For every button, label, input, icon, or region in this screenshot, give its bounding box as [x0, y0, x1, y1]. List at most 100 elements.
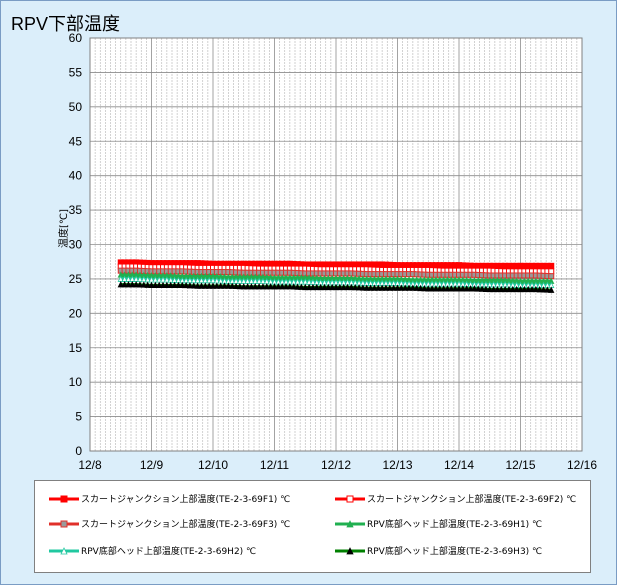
data-point — [432, 285, 440, 292]
data-point — [167, 281, 174, 289]
data-point — [359, 284, 367, 291]
data-point — [532, 285, 540, 293]
series-4 — [117, 271, 555, 284]
data-point — [125, 281, 132, 288]
data-point — [378, 284, 386, 291]
data-point — [444, 285, 451, 292]
y-tick-label: 60 — [69, 31, 83, 45]
data-point — [386, 284, 393, 291]
data-point — [428, 285, 436, 292]
x-tick-label: 12/10 — [198, 458, 228, 471]
legend-item: RPV底部ヘッド上部温度(TE-2-3-69H3) ℃ — [335, 544, 542, 557]
plot-border — [89, 37, 583, 452]
data-point — [425, 285, 432, 292]
y-tick-label: 35 — [69, 203, 83, 217]
data-point — [156, 281, 163, 289]
legend-swatch — [335, 495, 365, 502]
data-point — [548, 262, 555, 269]
data-point — [152, 281, 159, 289]
data-point — [540, 286, 547, 293]
data-point — [198, 282, 205, 289]
legend-swatch — [335, 519, 365, 527]
data-point — [290, 283, 297, 290]
data-point — [346, 519, 354, 527]
data-point — [509, 285, 516, 293]
data-point — [148, 281, 155, 289]
data-point — [363, 284, 370, 291]
data-point — [355, 284, 363, 291]
data-point — [186, 282, 194, 289]
data-point — [494, 285, 501, 293]
data-point — [325, 283, 332, 291]
x-tick-label: 12/14 — [444, 458, 474, 471]
data-point — [409, 284, 417, 291]
legend-label: RPV底部ヘッド上部温度(TE-2-3-69H2) ℃ — [81, 547, 257, 557]
data-point — [321, 283, 328, 291]
x-tick-label: 12/13 — [382, 458, 412, 471]
data-point — [390, 284, 397, 291]
data-point — [490, 285, 497, 293]
data-point — [475, 285, 482, 292]
data-point — [309, 283, 317, 291]
data-point — [132, 281, 140, 288]
legend-item: RPV底部ヘッド上部温度(TE-2-3-69H2) ℃ — [49, 544, 256, 557]
legend-item: RPV底部ヘッド上部温度(TE-2-3-69H1) ℃ — [335, 517, 542, 530]
legend-swatch — [49, 546, 79, 554]
data-point — [367, 284, 374, 291]
legend-swatch — [49, 495, 79, 502]
legend-label: スカートジャンクション上部温度(TE-2-3-69F1) ℃ — [81, 495, 291, 505]
data-point — [240, 283, 247, 290]
y-tick-label: 10 — [69, 375, 83, 389]
data-point — [478, 285, 486, 292]
data-point — [179, 281, 186, 289]
data-point — [346, 495, 354, 502]
data-point — [498, 285, 505, 293]
data-point — [517, 285, 524, 293]
data-point — [275, 283, 282, 290]
y-tick-label: 25 — [69, 272, 83, 286]
data-point — [486, 285, 493, 293]
data-point — [259, 283, 267, 290]
data-point — [190, 282, 197, 289]
data-point — [413, 284, 420, 291]
data-point — [236, 282, 244, 290]
data-point — [505, 285, 513, 293]
data-point — [440, 285, 447, 292]
data-point — [521, 285, 528, 293]
data-point — [194, 282, 201, 289]
data-point — [171, 281, 178, 289]
data-point — [263, 283, 270, 290]
legend-item: スカートジャンクション上部温度(TE-2-3-69F1) ℃ — [49, 492, 290, 505]
data-point — [60, 495, 68, 502]
data-point — [175, 281, 182, 289]
data-point — [244, 283, 251, 290]
data-point — [302, 283, 309, 291]
data-point — [209, 282, 217, 289]
data-point — [455, 285, 463, 292]
data-point — [182, 281, 190, 289]
data-point — [286, 283, 294, 290]
data-point — [436, 285, 443, 292]
y-axis-label: 温度[℃] — [57, 209, 70, 248]
data-point — [346, 546, 354, 554]
data-point — [402, 284, 409, 291]
y-tick-label: 55 — [69, 65, 83, 79]
data-point — [206, 282, 213, 289]
chart-plot: 0 5 10 15 20 25 30 35 40 45 50 55 60 12/8 12/9 12/10 12/… — [57, 31, 597, 471]
data-point — [267, 283, 274, 290]
data-point — [463, 285, 470, 292]
x-tick-label: 12/9 — [140, 458, 164, 471]
data-point — [548, 286, 555, 293]
legend-item: スカートジャンクション上部温度(TE-2-3-69F2) ℃ — [335, 492, 576, 505]
y-tick-label: 30 — [69, 238, 83, 252]
data-point — [467, 285, 474, 292]
x-tick-label: 12/15 — [505, 458, 535, 471]
data-point — [60, 546, 68, 554]
data-point — [544, 286, 551, 293]
y-tick-label: 0 — [75, 444, 82, 458]
data-point — [217, 282, 224, 289]
data-point — [298, 283, 305, 290]
data-point — [121, 281, 128, 288]
data-point — [221, 282, 228, 289]
